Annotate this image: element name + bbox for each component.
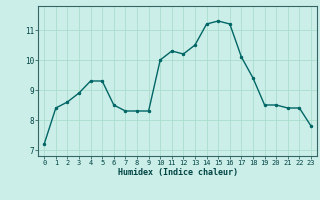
X-axis label: Humidex (Indice chaleur): Humidex (Indice chaleur) bbox=[118, 168, 238, 177]
